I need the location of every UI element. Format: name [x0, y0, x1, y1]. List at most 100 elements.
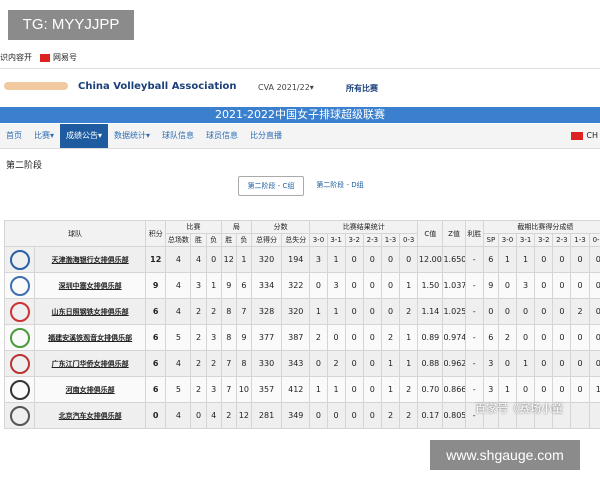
stat-cell: - — [464, 376, 484, 403]
team-logo — [9, 379, 30, 400]
stat-cell: 8 — [235, 350, 252, 377]
stat-cell: 0 — [344, 298, 364, 325]
stat-cell: 0 — [534, 350, 554, 377]
stat-cell: 0 — [362, 298, 382, 325]
logo-cell — [4, 246, 36, 273]
stat-cell: 1 — [235, 246, 252, 273]
stat-cell: 0 — [534, 376, 554, 403]
stat-cell: 2 — [497, 324, 518, 351]
stat-cell: 1 — [399, 350, 419, 377]
team-name[interactable]: 广东江门华侨女排俱乐部 — [34, 350, 147, 377]
nav-item[interactable]: 数据统计▾ — [114, 131, 151, 140]
team-logo — [9, 275, 30, 296]
stat-cell: 1 — [516, 246, 536, 273]
stat-cell: 6 — [145, 324, 167, 351]
stat-cell: 4 — [165, 402, 192, 429]
empty-cell — [588, 402, 600, 429]
top-link[interactable]: 识内容开 — [0, 53, 32, 62]
stat-cell: 322 — [281, 272, 311, 299]
stat-cell: 0 — [497, 350, 518, 377]
column-group-header: C值 — [417, 220, 444, 247]
stat-cell: 2 — [399, 376, 419, 403]
nav-item[interactable]: 首页 — [6, 131, 22, 140]
season-select[interactable]: CVA 2021/22▾ — [258, 83, 314, 92]
stat-cell: 0 — [552, 350, 572, 377]
team-name[interactable]: 河南女排俱乐部 — [34, 376, 147, 403]
empty-cell — [570, 402, 590, 429]
logo-cell — [4, 272, 36, 299]
stat-cell: 2 — [190, 324, 207, 351]
nav-item[interactable]: 比赛▾ — [34, 131, 55, 140]
stat-cell: 4 — [190, 246, 207, 273]
empty-cell — [497, 402, 518, 429]
team-row: 天津渤海银行女排俱乐部 12 4 4 0 12 1 320 194 3 1 0 0 0 0 12.00 1.65… — [4, 246, 600, 273]
stat-cell: 0 — [344, 350, 364, 377]
stat-cell: 0 — [344, 376, 364, 403]
stat-cell: 0 — [309, 272, 328, 299]
column-group-header: 积分 — [145, 220, 167, 247]
stat-cell: - — [464, 350, 484, 377]
nav-item[interactable]: 球队信息 — [162, 131, 195, 140]
team-name[interactable]: 北京汽车女排俱乐部 — [34, 402, 147, 429]
stat-cell: 0 — [552, 376, 572, 403]
column-group-header: 比赛 — [165, 220, 222, 234]
stat-cell: 0 — [399, 246, 419, 273]
stat-cell: 5 — [165, 376, 192, 403]
logo-cell — [4, 376, 36, 403]
lang-switch[interactable]: CH — [586, 131, 598, 140]
stat-cell: 0 — [344, 272, 364, 299]
stat-cell: 0 — [380, 272, 401, 299]
stat-cell: 0 — [344, 246, 364, 273]
nav: 首页 比赛▾ 成绩公告▾ 数据统计▾ 球队信息 球员信息 比分直播 CH — [0, 124, 600, 149]
stat-cell: 1 — [380, 350, 401, 377]
team-logo — [9, 301, 30, 322]
stat-cell: 1 — [497, 376, 518, 403]
stat-cell: 0 — [516, 324, 536, 351]
column-header: 2-3 — [362, 233, 382, 247]
stat-cell: 1 — [399, 272, 419, 299]
stat-cell: 0.17 — [417, 402, 444, 429]
team-logo — [9, 405, 30, 426]
badge: TG: MYYJJPP — [8, 10, 134, 40]
nav-item[interactable]: 成绩公告▾ — [60, 124, 109, 148]
stat-cell: 3 — [326, 272, 346, 299]
stat-cell: 0.974 — [442, 324, 466, 351]
column-header: 总失分 — [281, 233, 311, 247]
stat-cell: 12 — [235, 402, 252, 429]
group-tab[interactable]: 第二阶段 - C组 — [238, 176, 304, 196]
stat-cell: 3 — [309, 246, 328, 273]
stat-cell: - — [464, 402, 484, 429]
nav-item[interactable]: 比分直播 — [250, 131, 283, 140]
stat-cell: 343 — [281, 350, 311, 377]
nav-item[interactable]: 球员信息 — [206, 131, 239, 140]
stat-cell: 0 — [344, 402, 364, 429]
stat-cell: 320 — [281, 298, 311, 325]
stat-cell: 0 — [205, 246, 222, 273]
stat-cell: 5 — [165, 324, 192, 351]
stat-cell: - — [464, 324, 484, 351]
stat-cell: 0 — [362, 402, 382, 429]
stat-cell: 1 — [399, 324, 419, 351]
stat-cell: 7 — [235, 298, 252, 325]
stat-cell: 4 — [165, 246, 192, 273]
all-matches[interactable]: 所有比赛 — [346, 84, 378, 93]
stat-cell: 0 — [309, 350, 328, 377]
top-link[interactable]: 网易号 — [53, 53, 77, 62]
stage-title: 第二阶段 — [6, 161, 43, 171]
table-wrap: 球队 积分 比赛局分数 比赛结果统计 C值 Z值 利胜 截期比赛得分成绩 总场数胜负胜负总得分总… — [4, 220, 600, 429]
team-name[interactable]: 福建安溪铁观音女排俱乐部 — [34, 324, 147, 351]
group-tab[interactable]: 第二阶段 - D组 — [316, 181, 364, 189]
team-name[interactable]: 山东日照钢铁女排俱乐部 — [34, 298, 147, 325]
icon — [40, 54, 50, 62]
stat-cell: 1 — [380, 376, 401, 403]
stat-cell: - — [464, 246, 484, 273]
stat-cell: 7 — [220, 376, 237, 403]
stat-cell: 1 — [497, 246, 518, 273]
team-name[interactable]: 深圳中塞女排俱乐部 — [34, 272, 147, 299]
team-name[interactable]: 天津渤海银行女排俱乐部 — [34, 246, 147, 273]
stat-cell: 2 — [399, 402, 419, 429]
stat-cell: 0 — [552, 246, 572, 273]
stat-cell: 377 — [250, 324, 283, 351]
team-logo — [9, 353, 30, 374]
